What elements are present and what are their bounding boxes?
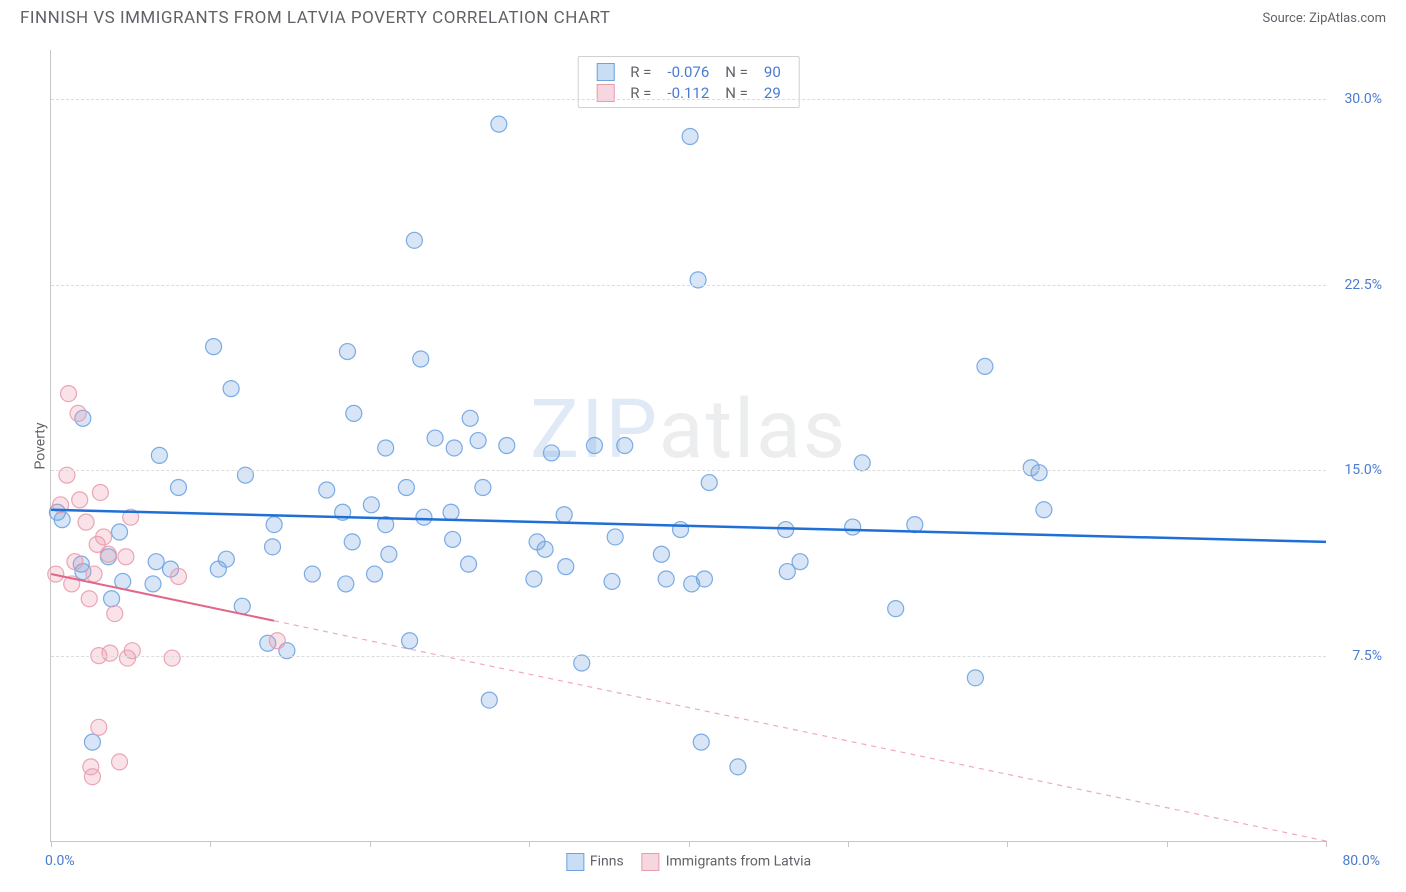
- plot-area: ZIPatlas R = -0.076 N = 90 R = -0.112 N …: [50, 50, 1326, 842]
- gridline: [51, 470, 1326, 471]
- legend-item-latvia: Immigrants from Latvia: [642, 853, 811, 871]
- x-tick: [210, 841, 211, 847]
- swatch-latvia: [642, 853, 660, 871]
- y-axis-label: Poverty: [33, 422, 49, 469]
- x-axis-min-label: 0.0%: [45, 853, 75, 869]
- r-label: R =: [622, 61, 659, 82]
- y-tick-label: 7.5%: [1352, 648, 1382, 664]
- x-tick: [689, 841, 690, 847]
- chart-container: ZIPatlas R = -0.076 N = 90 R = -0.112 N …: [50, 50, 1386, 842]
- source-name: ZipAtlas.com: [1309, 11, 1386, 26]
- x-tick: [370, 841, 371, 847]
- x-axis-max-label: 80.0%: [1342, 853, 1380, 869]
- x-tick: [848, 841, 849, 847]
- series-legend: Finns Immigrants from Latvia: [566, 853, 811, 871]
- y-tick-label: 15.0%: [1344, 462, 1382, 478]
- r-value-finns: -0.076: [659, 61, 717, 82]
- legend-label-finns: Finns: [590, 854, 624, 870]
- x-tick: [529, 841, 530, 847]
- swatch-finns: [566, 853, 584, 871]
- legend-row-finns: R = -0.076 N = 90: [588, 61, 789, 82]
- source-prefix: Source:: [1262, 11, 1309, 26]
- source-label: Source: ZipAtlas.com: [1262, 11, 1386, 26]
- y-tick-label: 22.5%: [1344, 277, 1382, 293]
- x-tick: [51, 841, 52, 847]
- swatch-finns: [596, 63, 614, 81]
- gridline: [51, 285, 1326, 286]
- n-label: N =: [717, 61, 756, 82]
- x-tick: [1326, 841, 1327, 847]
- n-value-finns: 90: [756, 61, 789, 82]
- chart-svg: [51, 50, 1326, 841]
- gridline: [51, 99, 1326, 100]
- y-tick-label: 30.0%: [1344, 91, 1382, 107]
- x-tick: [1007, 841, 1008, 847]
- gridline: [51, 656, 1326, 657]
- legend-item-finns: Finns: [566, 853, 624, 871]
- page-title: FINNISH VS IMMIGRANTS FROM LATVIA POVERT…: [20, 8, 611, 28]
- x-tick: [1167, 841, 1168, 847]
- legend-label-latvia: Immigrants from Latvia: [666, 854, 811, 870]
